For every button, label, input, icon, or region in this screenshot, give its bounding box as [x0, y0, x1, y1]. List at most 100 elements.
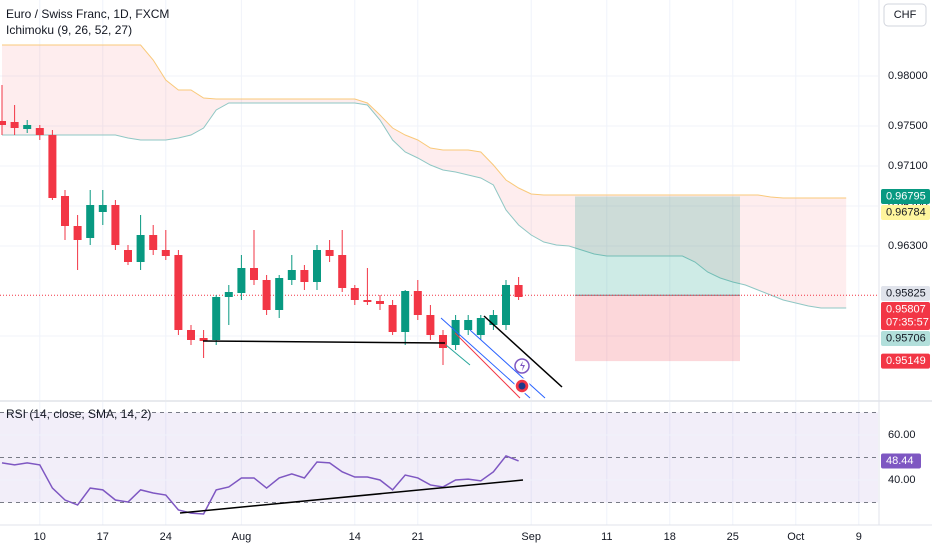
candle-body — [212, 297, 221, 340]
x-tick-label: 14 — [349, 531, 361, 543]
candle-body — [124, 250, 132, 262]
candle-body — [0, 121, 6, 125]
candles — [0, 85, 523, 365]
rsi-title: RSI (14, close, SMA, 14, 2) — [6, 407, 151, 421]
candle-body — [502, 285, 510, 325]
candle-body — [388, 305, 397, 332]
price-label: 0.95807 — [886, 303, 926, 315]
long-position — [0, 196, 878, 362]
price-label-bg — [881, 205, 930, 220]
candle-body — [262, 280, 271, 310]
ichimoku-cloud — [2, 44, 847, 309]
countdown-label: 07:35:57 — [886, 316, 929, 328]
axes: 0.980000.975000.971000.967000.963000.954… — [34, 70, 930, 543]
candle-body — [187, 330, 195, 340]
candle-body — [376, 301, 384, 304]
candle-body — [161, 250, 170, 256]
candle-body — [35, 128, 44, 135]
rsi-value-label: 48.44 — [886, 455, 914, 467]
currency-button[interactable] — [883, 3, 927, 27]
candle-body — [48, 135, 57, 198]
rsi-pane — [0, 411, 878, 515]
candle-body — [73, 226, 82, 240]
candle-body — [287, 270, 296, 280]
candle-body — [98, 205, 107, 212]
channel-line — [469, 329, 546, 399]
candle-body — [237, 268, 246, 293]
y-tick-label: 60.00 — [888, 429, 916, 441]
price-label-bg — [881, 189, 930, 204]
price-label: 0.96784 — [886, 206, 926, 218]
price-label: 0.95825 — [886, 287, 926, 299]
y-tick-label: 40.00 — [888, 474, 916, 486]
candle-body — [136, 235, 145, 262]
candle-body — [350, 288, 359, 300]
price-label-bg — [881, 331, 930, 346]
candle-body — [313, 250, 321, 282]
candle-body — [325, 250, 334, 256]
price-label-bg — [881, 302, 930, 330]
candle-body — [250, 268, 258, 280]
channel-line — [454, 332, 521, 399]
candle-body — [363, 300, 372, 302]
price-label-bg — [881, 286, 930, 301]
main-grid — [0, 0, 878, 525]
loss-zone — [575, 295, 740, 362]
trend-line — [483, 315, 563, 388]
candle-body — [10, 122, 19, 128]
x-tick-label: Oct — [787, 531, 804, 543]
x-tick-label: 18 — [664, 531, 676, 543]
event-icon-glyph — [520, 361, 525, 371]
candle-body — [86, 205, 95, 238]
trend-line — [202, 340, 446, 344]
candle-body — [61, 196, 69, 226]
candle-body — [464, 320, 473, 330]
candle-body — [426, 315, 435, 335]
profit-zone — [575, 196, 740, 296]
candle-body — [338, 255, 347, 288]
candle-body — [111, 205, 120, 245]
candle-body — [174, 255, 183, 330]
price-label: 0.95149 — [886, 355, 926, 367]
x-tick-label: 25 — [727, 531, 739, 543]
currency-label[interactable]: CHF — [894, 9, 917, 21]
x-tick-label: 10 — [34, 531, 46, 543]
x-tick-label: 17 — [97, 531, 109, 543]
x-tick-label: 24 — [160, 531, 172, 543]
rsi-value-bg — [881, 453, 921, 469]
event-icon-glyph — [518, 382, 526, 390]
candle-body — [439, 335, 447, 348]
candle-body — [224, 292, 233, 297]
candle-body — [451, 320, 460, 345]
price-label: 0.96795 — [886, 190, 926, 202]
candle-body — [413, 291, 422, 315]
x-tick-label: Aug — [232, 531, 252, 543]
candle-body — [149, 235, 158, 250]
x-tick-label: 21 — [412, 531, 424, 543]
x-tick-label: 9 — [856, 531, 862, 543]
y-tick-label: 0.96300 — [888, 240, 928, 252]
x-tick-label: Sep — [521, 531, 541, 543]
chart-title: Euro / Swiss Franc, 1D, FXCM — [6, 7, 169, 21]
candle-body — [476, 318, 485, 335]
candle-body — [275, 278, 284, 310]
price-label-bg — [881, 353, 930, 369]
price-label: 0.95706 — [886, 332, 926, 344]
rsi-line — [1, 454, 519, 515]
channel-line — [445, 344, 471, 366]
candle-body — [199, 338, 208, 341]
cloud-fill — [2, 45, 847, 308]
cloud-line — [2, 44, 847, 199]
candle-body — [489, 315, 498, 325]
y-tick-label: 0.98000 — [888, 70, 928, 82]
y-tick-label: 0.97100 — [888, 160, 928, 172]
candle-body — [401, 291, 410, 332]
trend-line — [179, 479, 524, 514]
candle-body — [300, 270, 309, 282]
y-tick-label: 0.97500 — [888, 120, 928, 132]
drawings — [202, 315, 563, 399]
x-tick-label: 11 — [601, 531, 612, 543]
